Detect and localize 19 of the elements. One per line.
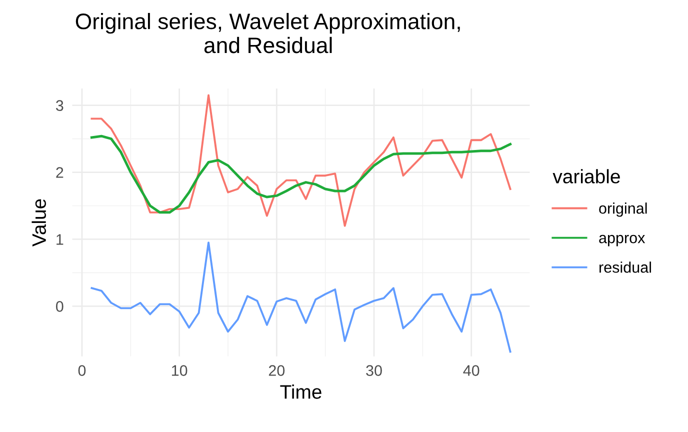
x-tick-label: 30 bbox=[366, 365, 382, 376]
legend-title: variable bbox=[552, 169, 620, 184]
x-tick-label: 20 bbox=[268, 365, 285, 376]
y-tick-label: 3 bbox=[56, 100, 64, 111]
chart-title: Original series, Wavelet Approximation, and Residual bbox=[76, 12, 460, 54]
y-tick-label: 0 bbox=[56, 301, 64, 312]
y-tick-label: 2 bbox=[56, 167, 64, 178]
x-tick-label: 0 bbox=[78, 365, 86, 376]
x-axis-title: Time bbox=[280, 384, 322, 399]
legend-label: approx bbox=[599, 234, 646, 246]
line-series bbox=[90, 134, 512, 214]
legend-label: original bbox=[599, 202, 647, 217]
line-series bbox=[90, 94, 512, 227]
legend-label: residual bbox=[600, 262, 651, 273]
x-tick-label: 10 bbox=[172, 365, 188, 376]
line-series bbox=[90, 242, 512, 353]
y-tick-label: 1 bbox=[56, 234, 64, 245]
y-axis-title: Value bbox=[32, 199, 46, 247]
x-tick-label: 40 bbox=[463, 365, 480, 376]
